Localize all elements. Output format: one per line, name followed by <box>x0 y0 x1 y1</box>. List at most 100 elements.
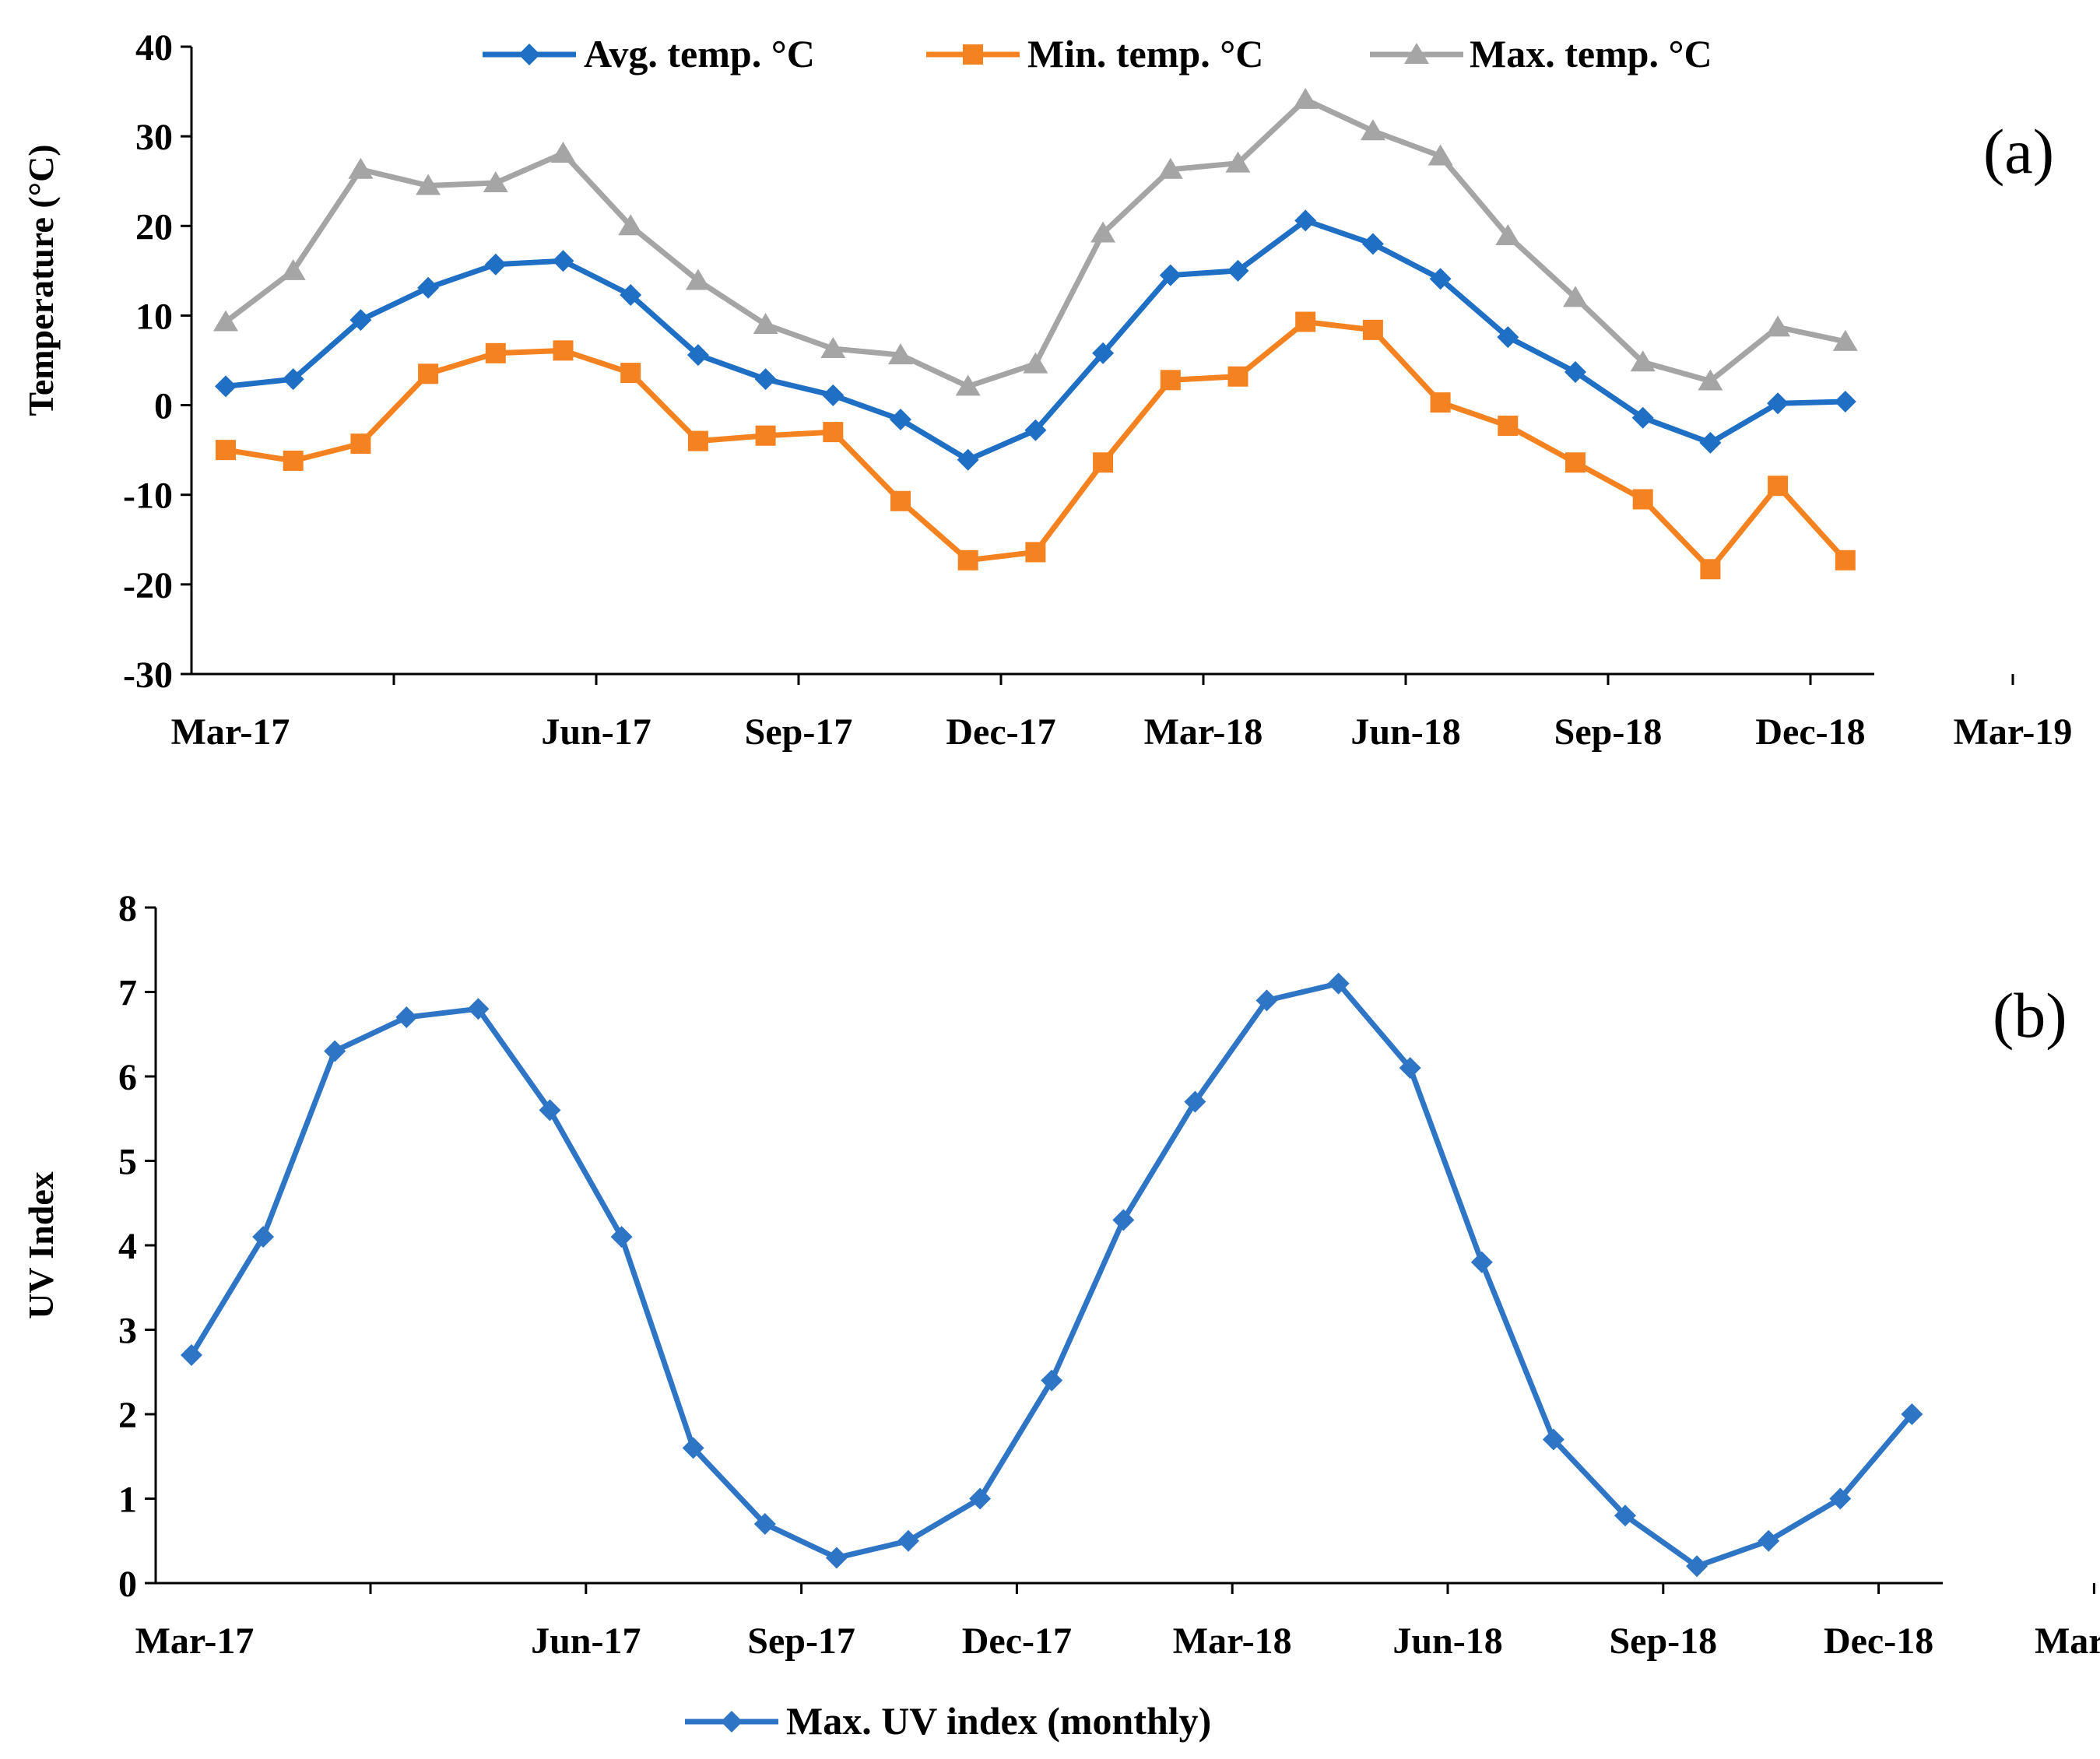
temp-data-point <box>1765 315 1791 337</box>
uv-data-point <box>467 998 490 1020</box>
legend-diamond-icon <box>518 44 540 65</box>
temp-data-point <box>1700 559 1721 580</box>
temp-data-point <box>416 174 441 195</box>
uv-series-0 <box>181 972 1923 1578</box>
uv-data-point <box>825 1547 848 1569</box>
legend-label-avg-temp: Avg. temp. °C <box>584 32 815 75</box>
temp-y-tick-label: 20 <box>135 206 173 248</box>
temp-data-point <box>280 258 306 280</box>
uv-x-tick-label: Sep-17 <box>747 1620 855 1662</box>
uv-data-point <box>1041 1369 1063 1392</box>
temp-data-point <box>687 344 709 367</box>
temp-data-point <box>618 214 644 236</box>
temp-data-point <box>1832 329 1858 351</box>
temperature-y-axis-title: Temperature (°C) <box>21 144 61 416</box>
uv-y-tick-label: 4 <box>118 1226 137 1267</box>
uv-y-tick-label: 6 <box>118 1057 137 1098</box>
temp-data-point <box>1157 157 1183 179</box>
temp-data-point <box>1564 360 1586 383</box>
temp-y-tick-label: 30 <box>135 117 173 158</box>
temp-data-point <box>349 309 372 332</box>
legend-label-uv: Max. UV index (monthly) <box>786 1699 1211 1743</box>
temp-data-point <box>216 440 236 461</box>
uv-data-point <box>1758 1529 1780 1552</box>
temp-data-point <box>215 375 237 398</box>
legend-diamond-icon <box>721 1711 743 1733</box>
uv-data-point <box>969 1487 992 1510</box>
panel-label-a: (a) <box>1983 116 2054 187</box>
temp-data-point <box>1360 119 1385 141</box>
temp-data-point <box>755 425 776 446</box>
temp-data-point <box>553 340 574 361</box>
uv-data-point <box>1112 1209 1135 1231</box>
uv-x-tick-label: Jun-17 <box>531 1620 641 1662</box>
temp-data-point <box>348 157 374 179</box>
legend-item-max-temp: Max. temp. °C <box>1370 32 1712 75</box>
temp-y-tick-label: 10 <box>135 296 173 337</box>
temp-data-point <box>1160 370 1181 391</box>
legend-label-max-temp: Max. temp. °C <box>1470 32 1712 75</box>
temp-data-point <box>350 434 371 455</box>
temp-y-tick-label: 0 <box>154 386 173 427</box>
temp-data-point <box>1293 87 1319 109</box>
uv-data-point <box>252 1226 275 1248</box>
uv-x-tick-label: Mar-17 <box>135 1620 255 1662</box>
temp-data-point <box>620 283 642 306</box>
uv-y-tick-label: 2 <box>118 1395 137 1436</box>
temp-data-point <box>1025 542 1046 563</box>
temp-x-tick-label: Sep-17 <box>745 711 853 753</box>
uv-series <box>181 972 1923 1578</box>
uv-data-point <box>1614 1504 1636 1527</box>
uv-y-tick-label: 7 <box>118 973 137 1014</box>
uv-data-point <box>1901 1403 1923 1425</box>
temp-data-point <box>550 142 576 163</box>
temp-data-point <box>483 171 508 193</box>
uv-data-point <box>1829 1487 1852 1510</box>
uv-x-tick-label: Jun-18 <box>1392 1620 1502 1662</box>
temp-data-point <box>1294 209 1317 232</box>
uv-x-ticks: Mar-17 Jun-17 Sep-17 Dec-17 Mar-18 Jun-18 Sep-… <box>135 1583 2100 1662</box>
temp-data-point <box>485 342 506 363</box>
temp-data-point <box>754 368 777 391</box>
temp-data-point <box>1024 419 1047 441</box>
temp-data-point <box>1295 311 1316 332</box>
temp-data-point <box>1430 392 1451 413</box>
uv-data-point <box>539 1099 561 1122</box>
temp-data-point <box>283 450 304 471</box>
temp-x-tick-label: Jun-18 <box>1350 711 1460 753</box>
temp-data-point <box>1023 352 1048 374</box>
temperature-axes <box>190 47 1874 676</box>
temp-data-point <box>418 363 439 384</box>
uv-data-point <box>1686 1555 1708 1578</box>
uv-data-point <box>1470 1251 1493 1273</box>
temp-x-tick-label: Mar-19 <box>1954 711 2073 753</box>
uv-x-tick-label: Dec-17 <box>962 1620 1072 1662</box>
temp-data-point <box>484 253 507 276</box>
temp-x-tick-label: Sep-18 <box>1554 711 1663 753</box>
temp-data-point <box>1225 151 1251 173</box>
temp-x-tick-label: Mar-17 <box>171 711 290 753</box>
temp-series-1 <box>216 311 1856 580</box>
temp-data-point <box>1699 431 1722 454</box>
temp-data-point <box>1632 489 1653 510</box>
uv-y-tick-label: 5 <box>118 1142 137 1183</box>
temp-data-point <box>1767 392 1789 415</box>
temp-data-point <box>620 363 641 384</box>
uv-y-tick-label: 3 <box>118 1311 137 1352</box>
temperature-legend: Avg. temp. °C Min. temp. °C Max. temp. °… <box>483 32 1712 75</box>
uv-x-tick-label: Mar-18 <box>1173 1620 1292 1662</box>
temp-y-tick-label: -10 <box>123 476 173 517</box>
temp-data-point <box>1361 233 1384 255</box>
temp-x-tick-label: Jun-17 <box>541 711 651 753</box>
temp-data-point <box>955 374 981 396</box>
temp-data-point <box>1630 350 1656 372</box>
temp-data-point <box>552 250 574 272</box>
temp-series-2 <box>213 87 1858 396</box>
uv-series-line <box>189 981 1915 1569</box>
temp-x-tick-label: Dec-18 <box>1755 711 1865 753</box>
temp-data-point <box>213 310 238 332</box>
uv-data-point <box>610 1226 633 1248</box>
temp-data-point <box>1495 223 1521 245</box>
temp-data-point <box>1159 264 1182 286</box>
